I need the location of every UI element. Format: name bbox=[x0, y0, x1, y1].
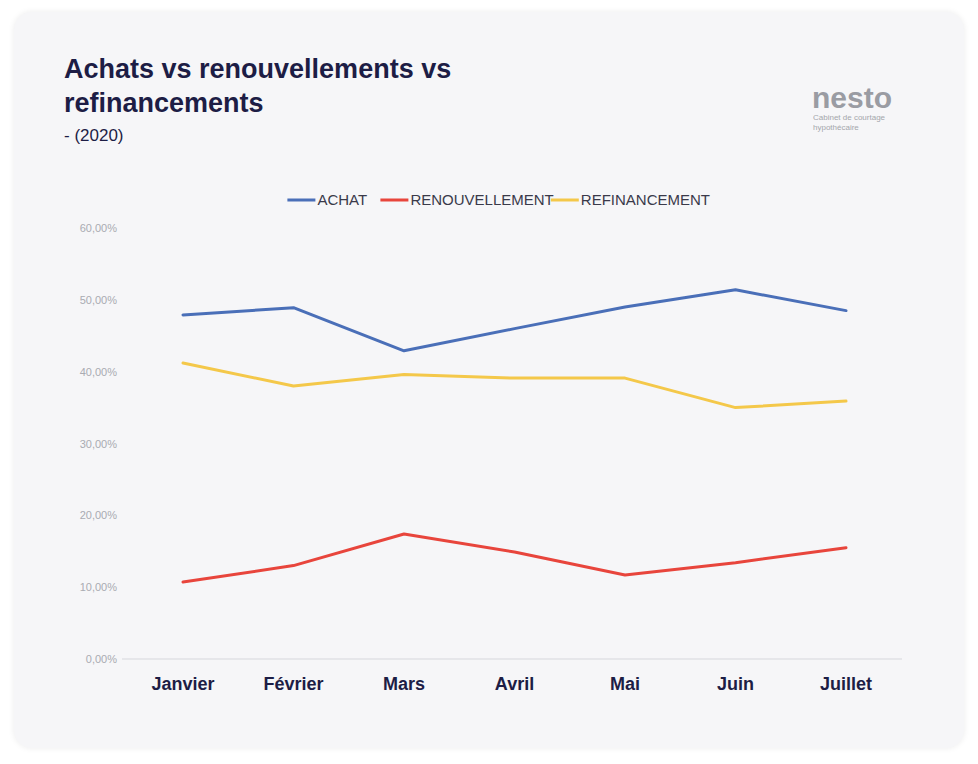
title: Achats vs renouvellements vs refinanceme… bbox=[64, 52, 484, 120]
x-tick-label: Mars bbox=[383, 674, 425, 694]
logo-tagline-box: Cabinet de courtage hypothécaire bbox=[813, 113, 903, 143]
y-tick-label: 50,00% bbox=[80, 294, 118, 306]
x-axis-line bbox=[122, 659, 902, 660]
x-tick-label: Juillet bbox=[820, 674, 872, 694]
y-tick-label: 10,00% bbox=[80, 581, 118, 593]
plot-area bbox=[183, 290, 846, 582]
y-tick-label: 30,00% bbox=[80, 438, 118, 450]
y-tick bbox=[119, 659, 122, 660]
series-line bbox=[183, 534, 846, 582]
y-tick bbox=[119, 587, 122, 588]
x-tick-label: Février bbox=[263, 674, 323, 694]
y-tick bbox=[119, 371, 122, 372]
legend-label: RENOUVELLEMENT bbox=[410, 191, 553, 208]
series-line bbox=[183, 290, 846, 351]
legend-swatch bbox=[287, 199, 315, 202]
x-tick-label: Mai bbox=[610, 674, 640, 694]
y-tick bbox=[119, 299, 122, 300]
legend-label: REFINANCEMENT bbox=[581, 191, 710, 208]
y-tick bbox=[119, 228, 122, 229]
card bbox=[14, 12, 964, 748]
legend-swatch bbox=[551, 199, 579, 202]
x-tick-label: Janvier bbox=[151, 674, 214, 694]
legend-label: ACHAT bbox=[317, 191, 367, 208]
x-tick-label: Juin bbox=[717, 674, 754, 694]
x-tick-label: Avril bbox=[495, 674, 534, 694]
subtitle: - (2020) bbox=[64, 126, 124, 146]
y-tick-label: 40,00% bbox=[80, 366, 118, 378]
chart: nestoCabinet de courtage hypothécaire 0,0… bbox=[0, 0, 978, 764]
y-tick bbox=[119, 443, 122, 444]
y-tick-label: 20,00% bbox=[80, 509, 118, 521]
logo: nesto bbox=[812, 81, 892, 114]
series-line bbox=[183, 363, 846, 408]
y-tick-label: 60,00% bbox=[80, 222, 118, 234]
legend: ACHAT RENOUVELLEMENT REFINANCEMENT bbox=[287, 191, 710, 208]
y-tick-label: 0,00% bbox=[86, 653, 117, 665]
legend-swatch bbox=[380, 199, 408, 202]
y-tick bbox=[119, 515, 122, 516]
logo-tagline: Cabinet de courtage hypothécaire bbox=[813, 113, 903, 133]
